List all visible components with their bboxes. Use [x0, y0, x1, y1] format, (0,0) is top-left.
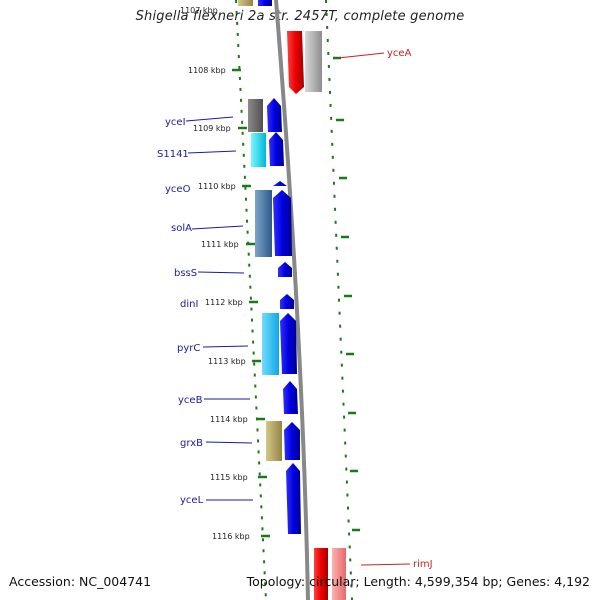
label-leaders-reverse	[337, 52, 411, 566]
feature-block-khaki[interactable]	[266, 421, 282, 461]
reverse-genes	[287, 31, 346, 600]
gene-label-yceL[interactable]: yceL	[180, 495, 204, 506]
kbp-labels: 1107 kbp 1108 kbp 1109 kbp 1110 kbp 1111…	[180, 6, 250, 541]
gene-label-dinI[interactable]: dinI	[180, 299, 198, 310]
gene-labels-left: yceI S1141 yceO solA bssS dinI pyrC yceB…	[157, 117, 204, 506]
gene-label-solA[interactable]: solA	[171, 223, 192, 234]
gene-arrow[interactable]	[286, 463, 301, 534]
gene-arrow[interactable]	[283, 381, 298, 414]
gene-arrow[interactable]	[269, 132, 284, 166]
gene-arrow[interactable]	[273, 181, 287, 186]
gene-arrow[interactable]	[284, 422, 300, 460]
label-leaders	[185, 116, 253, 501]
forward-genes	[267, 98, 301, 534]
map-title: Shigella flexneri 2a str. 2457T, complet…	[135, 9, 465, 24]
tick-label: 1113 kbp	[208, 357, 246, 366]
tick-label: 1115 kbp	[210, 473, 248, 482]
tick-label: 1112 kbp	[205, 298, 243, 307]
gene-label-pyrC[interactable]: pyrC	[177, 343, 200, 354]
feature-block-sky[interactable]	[262, 313, 279, 375]
gene-label-yceO[interactable]: yceO	[165, 184, 191, 195]
feature-block-gray-light[interactable]	[305, 31, 322, 92]
gene-arrow-reverse[interactable]	[287, 31, 304, 94]
major-ticks	[232, 56, 360, 538]
gene-label-yceA[interactable]: yceA	[387, 48, 412, 59]
gene-partial-top-olive[interactable]	[238, 0, 253, 6]
gene-arrow[interactable]	[280, 313, 297, 374]
feature-blocks	[248, 99, 282, 461]
gene-partial-top-blue[interactable]	[258, 0, 272, 6]
gene-labels-right: yceA rimJ	[387, 48, 433, 570]
gene-arrow[interactable]	[267, 98, 282, 132]
gene-rimJ-pink[interactable]	[332, 548, 346, 600]
gene-label-S1141[interactable]: S1141	[157, 149, 189, 160]
tick-marks	[235, 0, 353, 600]
gene-label-yceI[interactable]: yceI	[165, 117, 186, 128]
gene-label-bssS[interactable]: bssS	[174, 268, 197, 279]
accession-text: Accession: NC_004741	[9, 574, 152, 589]
gene-label-rimJ[interactable]: rimJ	[413, 559, 433, 570]
tick-label: 1109 kbp	[193, 124, 231, 133]
feature-block-gray[interactable]	[248, 99, 263, 132]
tick-label: 1116 kbp	[212, 532, 250, 541]
tick-label: 1107 kbp	[180, 6, 218, 15]
tick-label: 1110 kbp	[198, 182, 236, 191]
tick-label: 1108 kbp	[188, 66, 226, 75]
feature-block-steel[interactable]	[255, 190, 272, 257]
genome-backbone	[274, 0, 310, 600]
gene-label-yceB[interactable]: yceB	[178, 395, 203, 406]
feature-block-cyan[interactable]	[251, 133, 266, 167]
gene-arrow[interactable]	[278, 262, 292, 277]
tick-label: 1114 kbp	[210, 415, 248, 424]
gene-arrow[interactable]	[273, 190, 292, 256]
gene-label-grxB[interactable]: grxB	[180, 438, 203, 449]
gene-rimJ-red[interactable]	[314, 548, 328, 600]
gene-arrow[interactable]	[280, 294, 294, 309]
genome-summary-text: Topology: circular; Length: 4,599,354 bp…	[246, 574, 590, 589]
tick-label: 1111 kbp	[201, 240, 239, 249]
